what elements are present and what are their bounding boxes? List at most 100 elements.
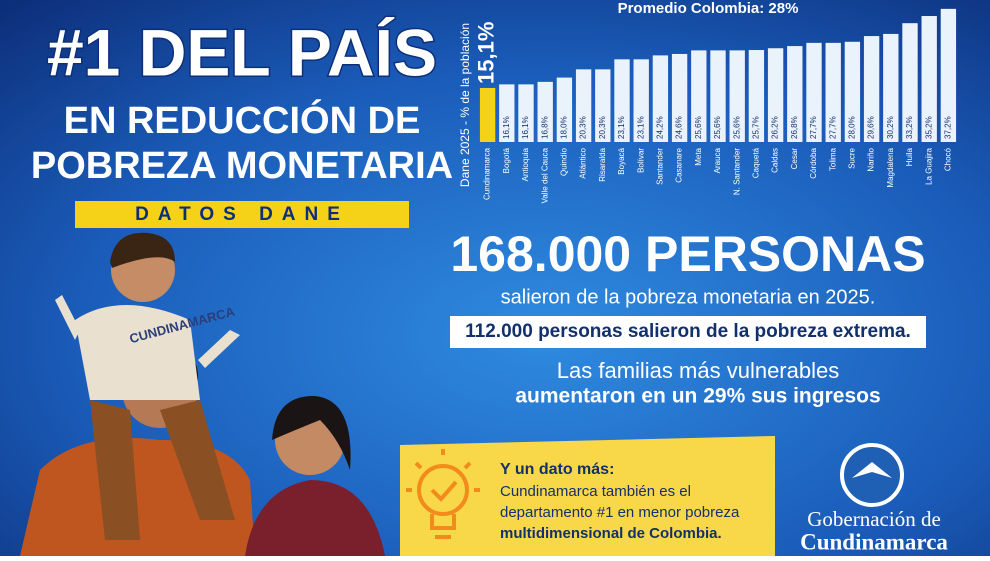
bar <box>902 23 918 142</box>
chart-title: Promedio Colombia: 28% <box>618 0 799 17</box>
bar <box>883 33 899 143</box>
x-tick-label: La Guajira <box>924 147 933 184</box>
x-tick-label: Cundinamarca <box>483 147 492 200</box>
x-tick-label: Risaralda <box>598 147 607 181</box>
headline: #1 DEL PAÍS <box>47 15 437 89</box>
value-label: 37,2% <box>944 116 953 139</box>
bar <box>710 50 726 142</box>
value-label: 25,6% <box>732 116 741 139</box>
subhead: POBREZA MONETARIA <box>31 145 453 187</box>
extreme-bg <box>450 316 926 348</box>
value-label: 30,2% <box>886 116 895 139</box>
bar <box>748 50 765 142</box>
bar <box>940 8 957 142</box>
bar <box>921 16 937 142</box>
bar <box>595 69 611 142</box>
x-tick-label: Arauca <box>713 147 722 173</box>
bar <box>767 48 784 142</box>
x-tick-label: Huila <box>905 147 914 166</box>
x-tick-label: Bolívar <box>636 148 645 173</box>
x-tick-label: Antioquia <box>521 147 530 181</box>
x-tick-label: Nariño <box>867 147 876 171</box>
big-stat-sub: salieron de la pobreza monetaria en 2025… <box>501 286 876 308</box>
value-label: 29,6% <box>867 116 876 139</box>
value-label: 28,0% <box>848 116 857 139</box>
logo-text: Cundinamarca <box>800 529 948 554</box>
logo-text: Gobernación de <box>807 507 941 531</box>
bar <box>633 59 649 142</box>
x-tick-label: Bogotá <box>502 147 511 173</box>
box-text: multidimensional de Colombia. <box>500 525 722 542</box>
x-tick-label: Chocó <box>944 147 953 171</box>
value-label: 16,8% <box>540 116 549 139</box>
bar <box>575 69 592 142</box>
value-label: 23,1% <box>636 116 645 139</box>
families-text: aumentaron en un 29% sus ingresos <box>515 385 880 408</box>
bar <box>499 84 515 142</box>
value-label: 33,2% <box>905 116 914 139</box>
bar <box>844 41 861 142</box>
value-label: 26,2% <box>771 116 780 139</box>
value-label: 27,7% <box>828 116 837 139</box>
bulb-icon <box>406 449 480 539</box>
x-tick-label: Quindío <box>560 147 569 176</box>
y-axis-label: Dane 2025 - % de la población <box>458 23 472 187</box>
bar <box>691 50 707 142</box>
info-box <box>400 436 775 556</box>
x-tick-label: Magdalena <box>886 147 895 187</box>
value-label: 16,1% <box>521 116 530 139</box>
bar <box>863 36 880 142</box>
bar <box>787 46 803 142</box>
bar <box>556 77 573 142</box>
value-label: 25,7% <box>752 116 761 139</box>
x-tick-label: Caldas <box>771 148 780 173</box>
bar <box>652 55 669 142</box>
bar <box>806 42 822 142</box>
badge: DATOS DANE <box>135 204 349 225</box>
value-label: 15,1% <box>473 22 498 84</box>
x-tick-label: Casanare <box>675 147 684 182</box>
value-label: 24,6% <box>675 116 684 139</box>
value-label: 20,3% <box>579 116 588 139</box>
logo-seal <box>840 443 904 507</box>
bar <box>614 59 630 142</box>
value-label: 16,1% <box>502 116 511 139</box>
bar <box>729 50 745 142</box>
value-label: 25,6% <box>713 116 722 139</box>
x-tick-label: Valle del Cauca <box>540 147 549 203</box>
value-label: 18,0% <box>560 116 569 139</box>
big-stat: 168.000 PERSONAS <box>450 226 925 282</box>
x-tick-label: Cesar <box>790 148 799 170</box>
box-text: Cundinamarca también es el <box>500 483 691 500</box>
badge-bg <box>75 201 409 228</box>
x-tick-label: Meta <box>694 147 703 165</box>
logo-bird <box>852 462 892 478</box>
value-label: 25,6% <box>694 116 703 139</box>
value-label: 24,2% <box>656 116 665 139</box>
value-label: 35,2% <box>924 116 933 139</box>
x-tick-label: N. Santander <box>732 148 741 195</box>
bar <box>537 81 553 142</box>
families-text: Las familias más vulnerables <box>557 358 839 383</box>
box-text: departamento #1 en menor pobreza <box>500 504 740 521</box>
box-title: Y un dato más: <box>500 461 614 478</box>
value-label: 26,8% <box>790 116 799 139</box>
bar <box>671 53 688 142</box>
bar <box>518 84 534 142</box>
bar <box>479 87 496 142</box>
subhead: EN REDUCCIÓN DE <box>64 98 421 142</box>
bar-chart: Promedio Colombia: 28% Dane 2025 - % de … <box>458 0 957 203</box>
x-tick-label: Caquetá <box>752 147 761 178</box>
x-tick-label: Córdoba <box>809 147 818 178</box>
value-label: 20,3% <box>598 116 607 139</box>
extreme-stat: 112.000 personas salieron de la pobreza … <box>465 321 911 342</box>
x-tick-label: Boyacá <box>617 147 626 174</box>
bar <box>825 42 841 142</box>
x-tick-label: Sucre <box>848 147 857 168</box>
x-tick-label: Tolima <box>828 147 837 171</box>
x-tick-label: Santander <box>656 148 665 185</box>
value-label: 27,7% <box>809 116 818 139</box>
x-tick-label: Atlántico <box>579 147 588 178</box>
value-label: 23,1% <box>617 116 626 139</box>
